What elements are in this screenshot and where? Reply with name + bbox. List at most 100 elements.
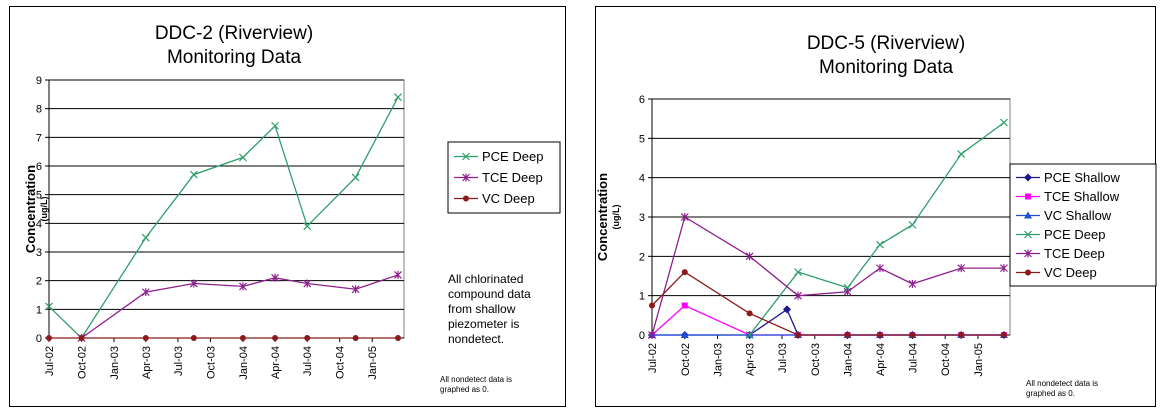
y-tick-label: 2 [36,276,42,288]
y-tick-label: 4 [639,173,645,185]
footnote-line: All nondetect data is [1026,379,1099,388]
circle-marker [649,302,655,309]
x-tick-label: Jul-03 [173,346,185,376]
chart-panel-ddc-5: DDC-5 (Riverview) Monitoring Data 0 1 2 3 4 5 6 J… [595,6,1157,407]
y-axis-label: Concentration [595,173,610,261]
footnote-line: graphed as 0. [1026,389,1075,398]
note-line: All chlorinated [448,272,524,286]
legend-entry: PCE Deep [482,149,543,164]
y-tick-label: 5 [639,133,645,145]
star-marker [394,270,402,279]
y-tick-label: 0 [36,333,42,345]
circle-marker [909,332,916,338]
star-marker [745,252,754,261]
x-tick-label: Jan-04 [843,343,855,377]
x-marker [351,173,360,182]
nondetect-footnote: All nondetect data is graphed as 0. [440,375,512,395]
legend-entry: VC Shallow [1044,208,1112,223]
star-marker [351,285,360,294]
circle-marker [272,335,279,341]
circle-marker [46,335,52,341]
y-axis-label: Concentration [23,165,38,253]
x-tick-label: Apr-03 [141,346,153,379]
note-line: nondetect. [448,332,505,346]
x-marker [957,150,966,158]
circle-marker [795,332,802,338]
x-tick-label: Oct-03 [810,343,822,376]
x-marker [271,121,279,130]
note-line: compound data [448,287,531,301]
circle-marker [746,310,753,317]
x-marker [1000,118,1008,127]
circle-marker [876,332,883,338]
x-marker [303,222,312,231]
circle-marker [463,195,469,202]
x-tick-label: Oct-02 [76,346,88,379]
x-tick-label: Oct-04 [335,346,347,379]
chart-panel-ddc-2: DDC-2 (Riverview) Monitoring Data 0 1 2 3 4 5 6 7… [9,6,566,407]
diamond-marker [1024,173,1032,182]
series-tce-deep [648,213,1008,339]
star-marker [648,331,656,339]
x-tick-label: Apr-03 [745,343,757,376]
footnote-line: All nondetect data is [440,375,513,384]
star-marker [876,264,884,273]
star-marker [680,213,689,221]
y-tick-label: 6 [639,94,645,106]
x-tick-label: Jul-02 [44,346,56,376]
circle-marker [1025,269,1031,276]
x-marker [141,233,150,242]
legend-box [1009,163,1157,287]
y-tick-label: 7 [36,132,42,144]
y-tick-label: 0 [639,330,645,342]
triangle-marker [1024,211,1032,219]
triangle-marker [680,331,689,338]
circle-marker [142,335,149,341]
x-tick-label: Apr-04 [270,346,282,379]
chart-title-line: Monitoring Data [167,47,302,68]
star-marker [141,288,150,297]
star-marker [271,273,279,282]
footnote-line: graphed as 0. [440,385,489,394]
y-tick-label: 1 [639,291,645,303]
y-tick-label: 3 [639,212,645,224]
x-tick-label: Jul-04 [302,346,314,376]
ddc-5-chart: DDC-5 (Riverview) Monitoring Data 0 1 2 3 4 5 6 J… [595,33,1157,377]
circle-marker [78,335,85,341]
diamond-marker [783,305,792,314]
star-marker [303,279,312,288]
x-tick-label: Jan-05 [367,346,379,380]
x-tick-label: Jan-04 [238,346,250,380]
x-marker [239,153,247,162]
legend-entry: VC Deep [1044,265,1097,280]
x-marker [876,240,884,249]
ddc-2-chart: DDC-2 (Riverview) Monitoring Data 0 1 2 3 4 5 6 7… [23,23,561,380]
star-marker [189,279,198,288]
x-marker [1024,230,1032,239]
legend-entry: PCE Deep [1044,227,1105,242]
note-line: piezometer is [448,317,520,331]
x-marker [745,331,754,339]
circle-marker [190,335,197,341]
x-marker [189,170,198,179]
legend-entry: TCE Deep [1044,246,1105,261]
x-tick-label: Oct-02 [680,343,692,376]
star-marker [794,291,802,300]
circle-marker [958,332,965,338]
circle-marker [681,269,688,276]
legend-entry: TCE Deep [482,170,543,185]
x-tick-label: Jan-03 [109,346,121,380]
star-marker [957,264,966,273]
y-tick-label: 4 [36,218,42,230]
x-tick-label: Jan-05 [973,343,985,377]
star-marker [908,279,917,288]
circle-marker [239,335,246,341]
y-tick-label: 3 [36,247,42,259]
plot-area [48,79,405,339]
star-marker [462,173,470,182]
x-marker [45,302,53,311]
shallow-nondetect-note: All chlorinated compound data from shall… [448,272,531,347]
y-tick-label: 9 [36,75,42,87]
circle-marker [304,335,311,341]
y-tick-label: 2 [639,251,645,263]
